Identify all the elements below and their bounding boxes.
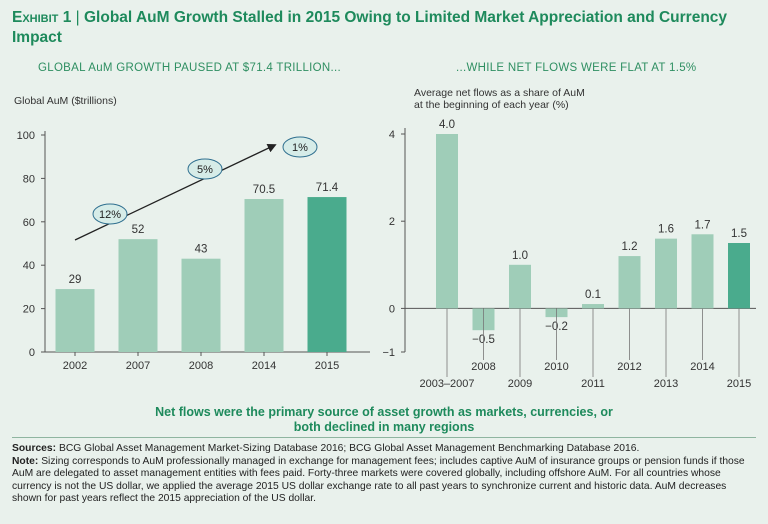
left-x-tick-label: 2007 xyxy=(126,360,150,372)
note-label: Note: xyxy=(12,455,39,467)
left-value-label: 52 xyxy=(132,224,145,236)
exhibit-title: Exhibit 1 | Global AuM Growth Stalled in… xyxy=(12,9,728,46)
exhibit-label: Exhibit 1 xyxy=(12,9,72,26)
right-value-label: 1.2 xyxy=(622,241,638,253)
right-bar-2015 xyxy=(728,243,750,309)
right-x-tick-label: 2011 xyxy=(581,378,605,390)
left-value-label: 70.5 xyxy=(253,184,275,196)
left-bar-chart: 0 20 40 60 80 100 29 2002 52 2007 43 2008 70.5 2014 71… xyxy=(17,130,370,372)
divider xyxy=(12,437,756,438)
left-x-tick-label: 2014 xyxy=(252,360,276,372)
right-y-axis-label: Average net flows as a share of AuM at t… xyxy=(414,87,585,111)
right-x-tick-label: 2015 xyxy=(727,378,751,390)
right-y-tick-label: 0 xyxy=(389,303,395,315)
right-x-tick-label: 2009 xyxy=(508,378,532,390)
left-x-tick-label: 2002 xyxy=(63,360,87,372)
left-y-axis-label: Global AuM ($trillions) xyxy=(14,95,117,107)
left-bar-2008 xyxy=(181,258,221,352)
left-x-tick-label: 2008 xyxy=(189,360,213,372)
right-y-tick-label: 2 xyxy=(389,216,395,228)
sources-block: Sources: BCG Global Asset Management Mar… xyxy=(12,443,758,506)
right-bar-chart: −10244.02003–2007−0.520081.02009−0.22010… xyxy=(382,119,756,390)
left-value-label: 43 xyxy=(195,244,208,256)
right-x-tick-label: 2013 xyxy=(654,378,678,390)
left-y-tick-label: 20 xyxy=(23,304,35,316)
growth-rate-badge xyxy=(187,158,223,180)
right-x-tick-label: 2008 xyxy=(471,361,495,373)
left-bar-2014 xyxy=(244,199,284,352)
right-x-tick-label: 2014 xyxy=(690,361,714,373)
right-y-tick-label: −1 xyxy=(382,347,395,359)
left-y-tick-label: 100 xyxy=(17,130,35,142)
takeaway-text: Net flows were the primary source of ass… xyxy=(155,405,613,434)
right-bar-2011 xyxy=(582,304,604,309)
growth-rate-label: 12% xyxy=(99,209,121,221)
left-y-tick-label: 80 xyxy=(23,173,35,185)
right-value-label: 1.5 xyxy=(731,228,747,240)
right-bar-2009 xyxy=(509,264,531,309)
left-value-label: 71.4 xyxy=(316,182,339,194)
right-x-tick-label: 2012 xyxy=(617,361,641,373)
right-value-label: 1.7 xyxy=(695,219,711,231)
left-bar-2007 xyxy=(118,239,158,352)
right-value-label: 4.0 xyxy=(439,119,455,131)
left-bar-2015 xyxy=(307,197,347,352)
right-y-axis-label-line-2: at the beginning of each year (%) xyxy=(414,99,569,111)
sources-text: BCG Global Asset Management Market-Sizin… xyxy=(58,443,640,454)
right-value-label: 0.1 xyxy=(585,289,601,301)
exhibit-title-text: Global AuM Growth Stalled in 2015 Owing … xyxy=(12,9,728,46)
growth-rate-badge xyxy=(282,136,318,158)
right-y-tick-label: 4 xyxy=(389,129,395,141)
left-y-tick-label: 0 xyxy=(29,347,35,359)
left-chart-title: GLOBAL AuM GROWTH PAUSED AT $71.4 TRILLI… xyxy=(38,62,342,74)
right-chart-title: ...WHILE NET FLOWS WERE FLAT AT 1.5% xyxy=(456,62,697,74)
right-bar-2012 xyxy=(618,256,641,309)
right-bar-2013 xyxy=(655,238,677,309)
left-x-tick-label: 2015 xyxy=(315,360,339,372)
growth-rate-label: 1% xyxy=(292,142,308,154)
left-y-tick-label: 40 xyxy=(23,260,35,272)
right-value-label: 1.0 xyxy=(512,250,528,262)
growth-rate-label: 5% xyxy=(197,164,213,176)
sources-label: Sources: xyxy=(12,443,57,454)
right-bar-2014 xyxy=(691,234,714,309)
right-x-tick-label: 2010 xyxy=(544,361,568,373)
note-text: Sizing corresponds to AuM professionally… xyxy=(12,455,745,505)
left-bar-2002 xyxy=(55,289,95,352)
right-x-tick-label: 2003–2007 xyxy=(419,378,474,390)
left-value-label: 29 xyxy=(69,274,82,286)
growth-rate-badge xyxy=(92,203,128,225)
right-bar-2003–2007 xyxy=(436,134,458,309)
right-y-axis-label-line-1: Average net flows as a share of AuM xyxy=(414,87,585,99)
left-y-tick-label: 60 xyxy=(23,217,35,229)
right-value-label: 1.6 xyxy=(658,224,674,236)
